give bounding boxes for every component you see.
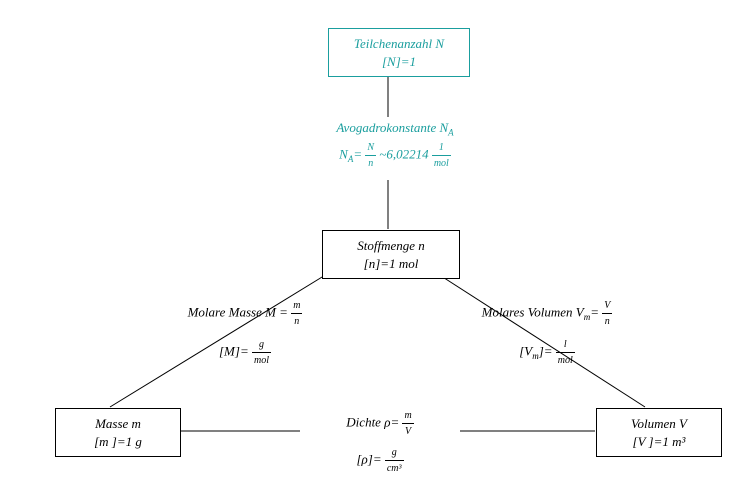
node-title: Masse m [66, 415, 170, 433]
avogadro-title: Avogadrokonstante NA [300, 118, 490, 140]
node-title: Volumen V [607, 415, 711, 433]
dichte-formula: Dichte ρ= mV [300, 408, 460, 439]
diagram-stage: Teilchenanzahl N [N]=1 Avogadrokonstante… [0, 0, 750, 501]
molare-masse-unit: [M]= gmol [150, 337, 340, 368]
node-title: Stoffmenge n [333, 237, 449, 255]
node-masse: Masse m [m ]=1 g [55, 408, 181, 457]
node-unit: [m ]=1 g [66, 433, 170, 451]
edgelabel-dichte: Dichte ρ= mV [ρ]= gcm³ [300, 408, 460, 476]
edgelabel-avogadro: Avogadrokonstante NA NA= Nn ~6,02214 1mo… [300, 118, 490, 171]
node-unit: [n]=1 mol [333, 255, 449, 273]
molare-masse-formula: Molare Masse M = mn [150, 298, 340, 329]
edgelabel-molares-volumen: Molares Volumen Vm= Vn [Vm]= lmol [442, 298, 652, 368]
edgelabel-molare-masse: Molare Masse M = mn [M]= gmol [150, 298, 340, 368]
node-stoffmenge: Stoffmenge n [n]=1 mol [322, 230, 460, 279]
node-teilchenanzahl: Teilchenanzahl N [N]=1 [328, 28, 470, 77]
dichte-unit: [ρ]= gcm³ [300, 445, 460, 476]
molares-volumen-unit: [Vm]= lmol [442, 337, 652, 368]
node-title: Teilchenanzahl N [339, 35, 459, 53]
molares-volumen-formula: Molares Volumen Vm= Vn [442, 298, 652, 329]
node-volumen: Volumen V [V ]=1 m³ [596, 408, 722, 457]
node-unit: [N]=1 [339, 53, 459, 71]
avogadro-formula: NA= Nn ~6,02214 1mol [300, 140, 490, 171]
node-unit: [V ]=1 m³ [607, 433, 711, 451]
